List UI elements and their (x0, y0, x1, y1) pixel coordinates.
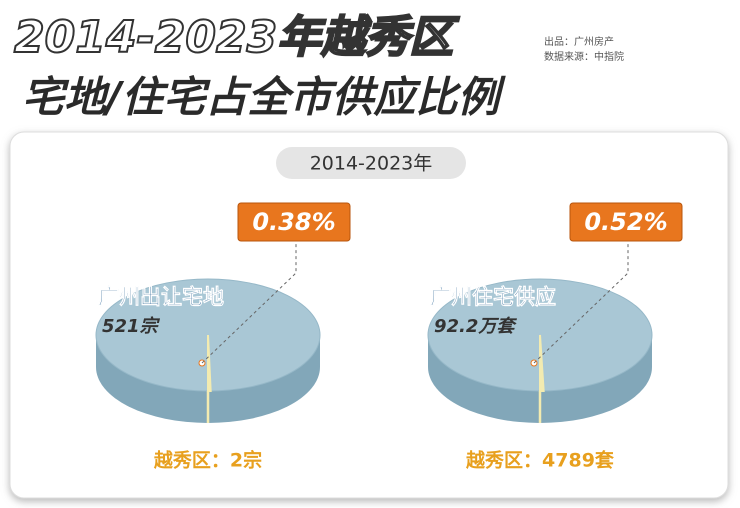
value-label: 0.52% (584, 208, 667, 236)
value-box (569, 202, 683, 242)
source-credit: 出品：广州房产 (544, 35, 614, 48)
title-line1: 2014-2023年越秀区 (14, 12, 460, 63)
slice-label: 越秀区：4789套 (465, 449, 615, 472)
source-data: 数据来源：中指院 (544, 50, 624, 63)
callout-line (533, 240, 629, 364)
pie-total: 521宗 (102, 316, 161, 337)
value-box (237, 202, 351, 242)
pie-total: 92.2万套 (434, 316, 517, 337)
value-label: 0.38% (252, 208, 335, 236)
callout-line (201, 240, 297, 364)
title-line2: 宅地/住宅占全市供应比例 (22, 73, 506, 122)
period-pill (276, 147, 466, 179)
pie-title: 广州住宅供应 (430, 285, 556, 309)
slice-label: 越秀区：2宗 (153, 449, 262, 472)
pie-title: 广州出让宅地 (98, 285, 224, 309)
period: 2014-2023年 (310, 153, 433, 175)
